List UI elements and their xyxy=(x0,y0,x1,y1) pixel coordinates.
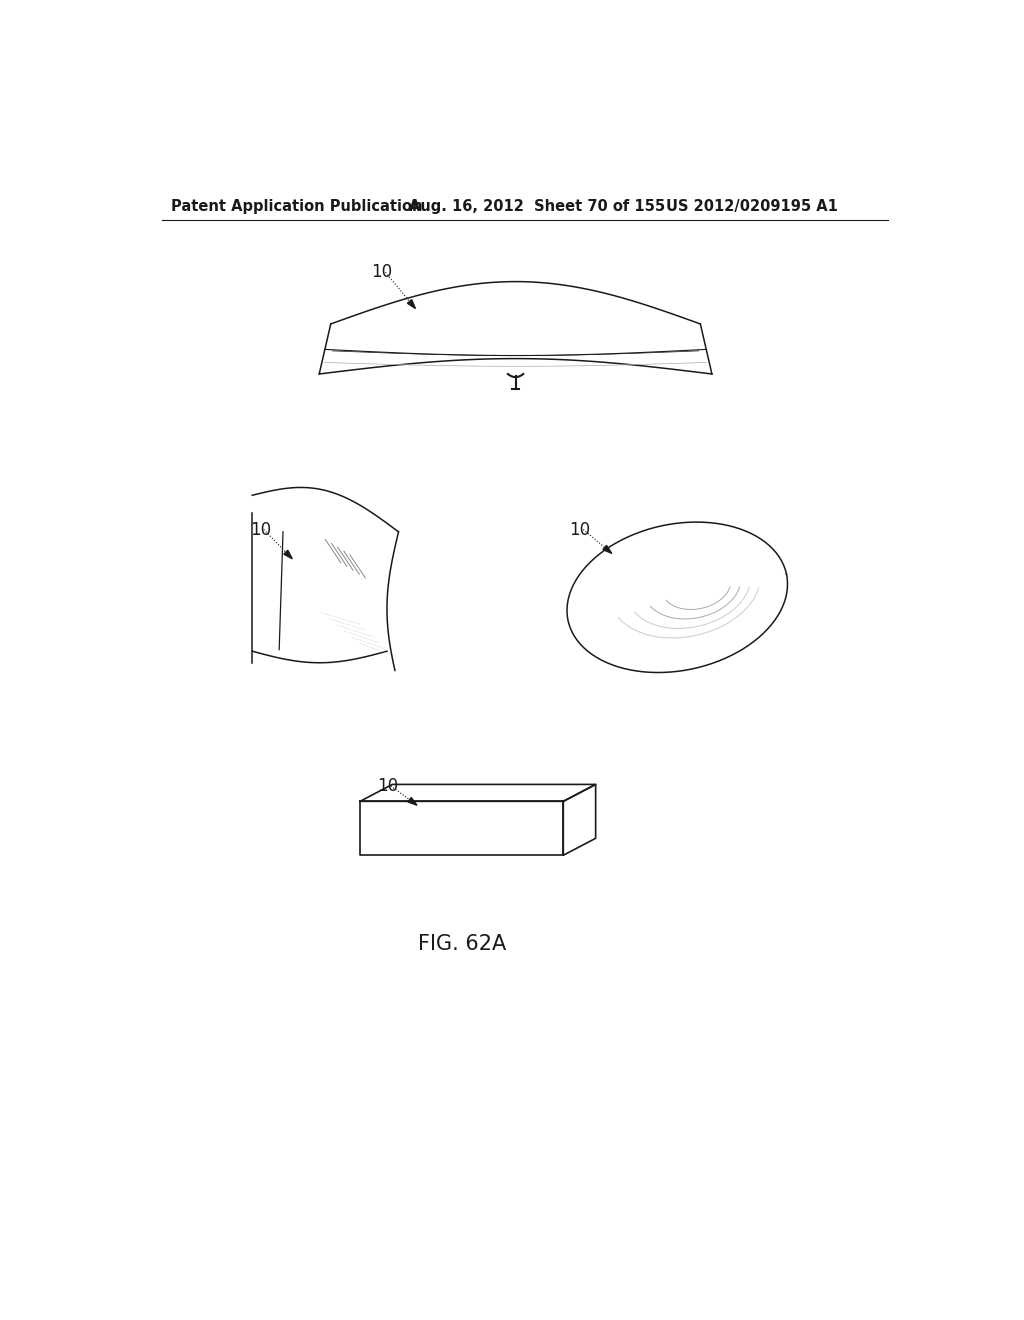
Text: Patent Application Publication: Patent Application Publication xyxy=(171,198,422,214)
Polygon shape xyxy=(408,300,416,309)
Text: 10: 10 xyxy=(377,777,398,795)
Text: 10: 10 xyxy=(569,520,591,539)
Text: US 2012/0209195 A1: US 2012/0209195 A1 xyxy=(666,198,838,214)
Text: 10: 10 xyxy=(250,520,271,539)
Text: Aug. 16, 2012  Sheet 70 of 155: Aug. 16, 2012 Sheet 70 of 155 xyxy=(410,198,666,214)
Polygon shape xyxy=(603,545,611,553)
Polygon shape xyxy=(284,550,292,558)
Text: 10: 10 xyxy=(372,264,392,281)
Text: FIG. 62A: FIG. 62A xyxy=(418,933,506,954)
Polygon shape xyxy=(408,797,417,805)
